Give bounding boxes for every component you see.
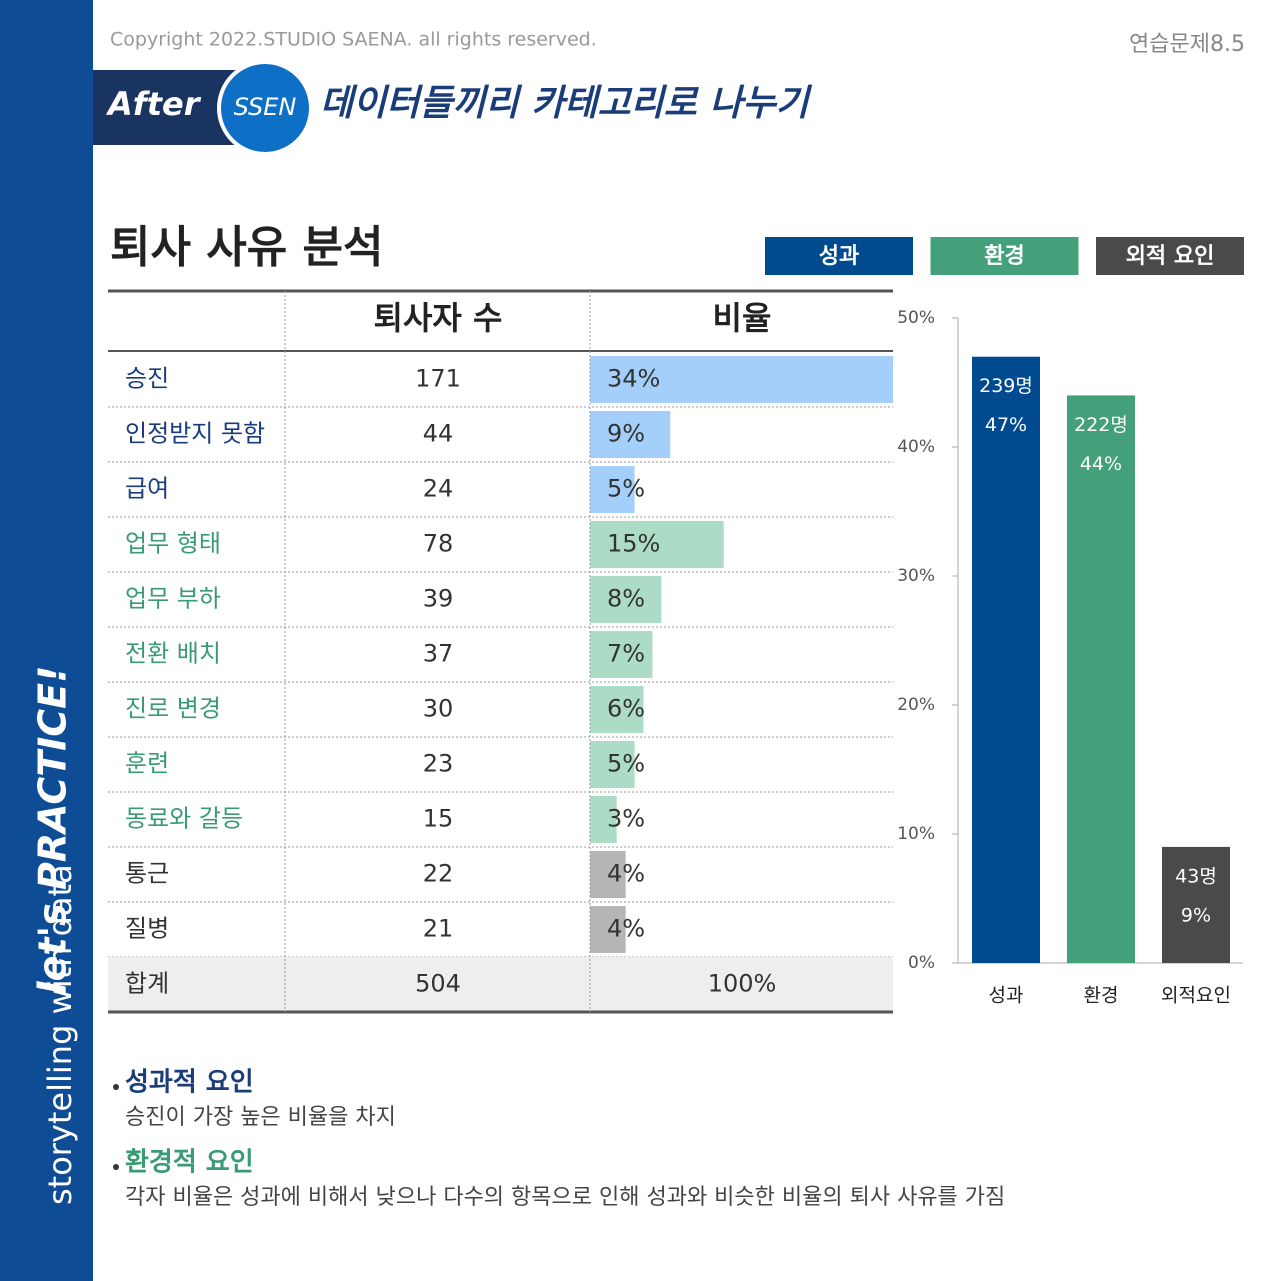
note-title: 환경적 요인 (125, 1148, 254, 1178)
row-ratio: 4% (607, 915, 645, 943)
row-ratio: 3% (607, 805, 645, 833)
column-header: 비율 (713, 299, 772, 337)
row-name: 승진 (125, 365, 169, 393)
row-name: 동료와 갈등 (125, 805, 243, 833)
row-count: 171 (415, 365, 461, 393)
ratio-bar (590, 466, 635, 513)
row-ratio: 5% (607, 750, 645, 778)
row-ratio: 8% (607, 585, 645, 613)
row-name: 훈련 (125, 750, 169, 778)
total-ratio: 100% (708, 970, 777, 998)
bar (1067, 395, 1135, 963)
bullet (113, 1084, 119, 1090)
x-tick-label: 성과 (989, 985, 1024, 1007)
copyright: Copyright 2022.STUDIO SAENA. all rights … (110, 29, 597, 51)
y-tick-label: 10% (897, 824, 935, 844)
note-title: 성과적 요인 (125, 1068, 254, 1098)
ratio-bar (590, 356, 893, 403)
badge-right: SSEN (234, 93, 297, 121)
row-name: 진로 변경 (125, 695, 221, 723)
row-ratio: 15% (607, 530, 660, 558)
row-name: 질병 (125, 915, 169, 943)
note-text: 승진이 가장 높은 비율을 차지 (125, 1105, 396, 1130)
total-count: 504 (415, 970, 461, 998)
row-ratio: 9% (607, 420, 645, 448)
row-ratio: 5% (607, 475, 645, 503)
slogan: let's PRACTICE! (31, 666, 75, 995)
row-ratio: 7% (607, 640, 645, 668)
ratio-bar (590, 906, 626, 953)
note-text: 각자 비율은 성과에 비해서 낮으나 다수의 항목으로 인해 성과와 비슷한 비… (125, 1185, 1005, 1210)
bar (972, 356, 1040, 963)
x-tick-label: 환경 (1084, 985, 1119, 1007)
row-count: 37 (423, 640, 454, 668)
ratio-bar (590, 851, 626, 898)
count-label: 43명 (1175, 865, 1217, 887)
row-count: 15 (423, 805, 454, 833)
row-name: 전환 배치 (125, 640, 221, 668)
y-tick-label: 40% (897, 437, 935, 457)
row-count: 30 (423, 695, 454, 723)
row-count: 21 (423, 915, 454, 943)
legend-swatch (930, 237, 1079, 275)
y-tick-label: 20% (897, 695, 935, 715)
row-name: 통근 (125, 860, 169, 888)
ratio-bar (590, 576, 662, 623)
legend-label: 성과 (819, 244, 859, 269)
row-name: 급여 (125, 475, 169, 503)
row-count: 44 (423, 420, 454, 448)
brand: storytelling with data (41, 864, 79, 1205)
y-tick-label: 30% (897, 566, 935, 586)
badge-left: After (105, 85, 202, 123)
sidebar (0, 0, 93, 1281)
total-name: 합계 (125, 970, 169, 998)
row-count: 23 (423, 750, 454, 778)
bullet (113, 1164, 119, 1170)
y-tick-label: 50% (897, 308, 935, 328)
row-name: 업무 형태 (125, 530, 221, 558)
ratio-bar (590, 796, 617, 843)
ratio-bar (590, 741, 635, 788)
row-count: 78 (423, 530, 454, 558)
value-label: 44% (1080, 453, 1122, 475)
legend-swatch (1096, 237, 1244, 275)
badge (93, 70, 240, 145)
value-label: 9% (1181, 904, 1211, 926)
row-count: 39 (423, 585, 454, 613)
count-label: 239명 (979, 375, 1033, 397)
row-name: 인정받지 못함 (125, 420, 265, 448)
exercise: 연습문제8.5 (1129, 32, 1245, 57)
legend-label: 환경 (984, 244, 1024, 269)
row-count: 24 (423, 475, 454, 503)
value-label: 47% (985, 414, 1027, 436)
column-header: 퇴사자 수 (374, 299, 503, 337)
bar (1162, 846, 1230, 963)
total-row (108, 957, 893, 1012)
badge-circle (217, 60, 313, 156)
page-title: 데이터들끼리 카테고리로 나누기 (320, 83, 813, 124)
legend-label: 외적 요인 (1126, 244, 1215, 269)
ratio-bar (590, 686, 644, 733)
x-tick-label: 외적요인 (1161, 985, 1231, 1007)
ratio-bar (590, 521, 724, 568)
row-ratio: 6% (607, 695, 645, 723)
legend-swatch (765, 237, 913, 275)
row-name: 업무 부하 (125, 585, 221, 613)
row-count: 22 (423, 860, 454, 888)
ratio-bar (590, 631, 653, 678)
row-ratio: 34% (607, 365, 660, 393)
row-ratio: 4% (607, 860, 645, 888)
count-label: 222명 (1074, 414, 1128, 436)
y-tick-label: 0% (908, 953, 935, 973)
heading: 퇴사 사유 분석 (110, 222, 384, 273)
ratio-bar (590, 411, 671, 458)
